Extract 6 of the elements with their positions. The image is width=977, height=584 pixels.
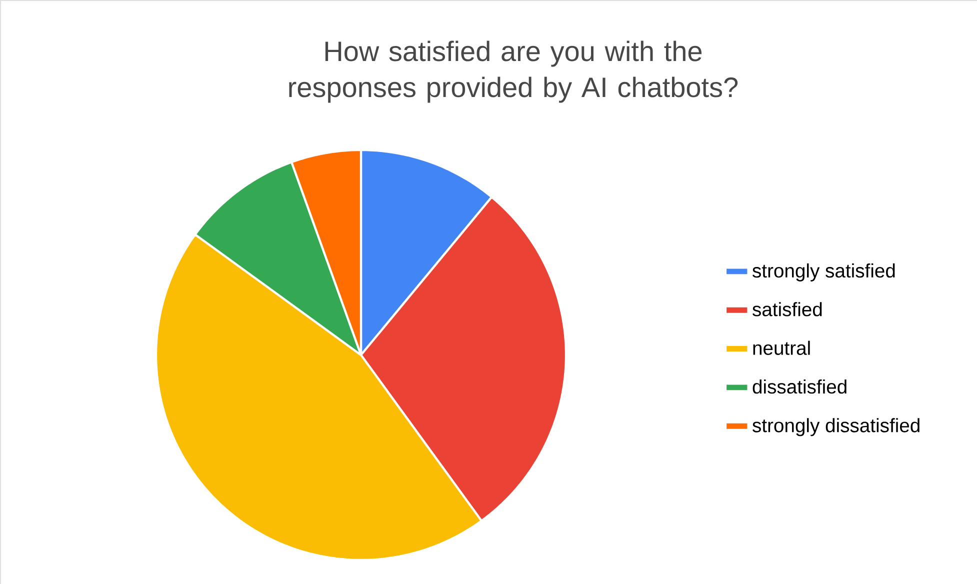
legend-label: strongly satisfied	[752, 263, 895, 282]
legend-label: neutral	[753, 340, 810, 355]
legend-label: strongly dissatisfied	[752, 418, 920, 436]
legend-label: dissatisfied	[752, 379, 846, 394]
chart-title: How satisfied are you with the responses provided by AI chatbots?	[289, 40, 738, 103]
legend-label: satisfied	[752, 302, 822, 316]
